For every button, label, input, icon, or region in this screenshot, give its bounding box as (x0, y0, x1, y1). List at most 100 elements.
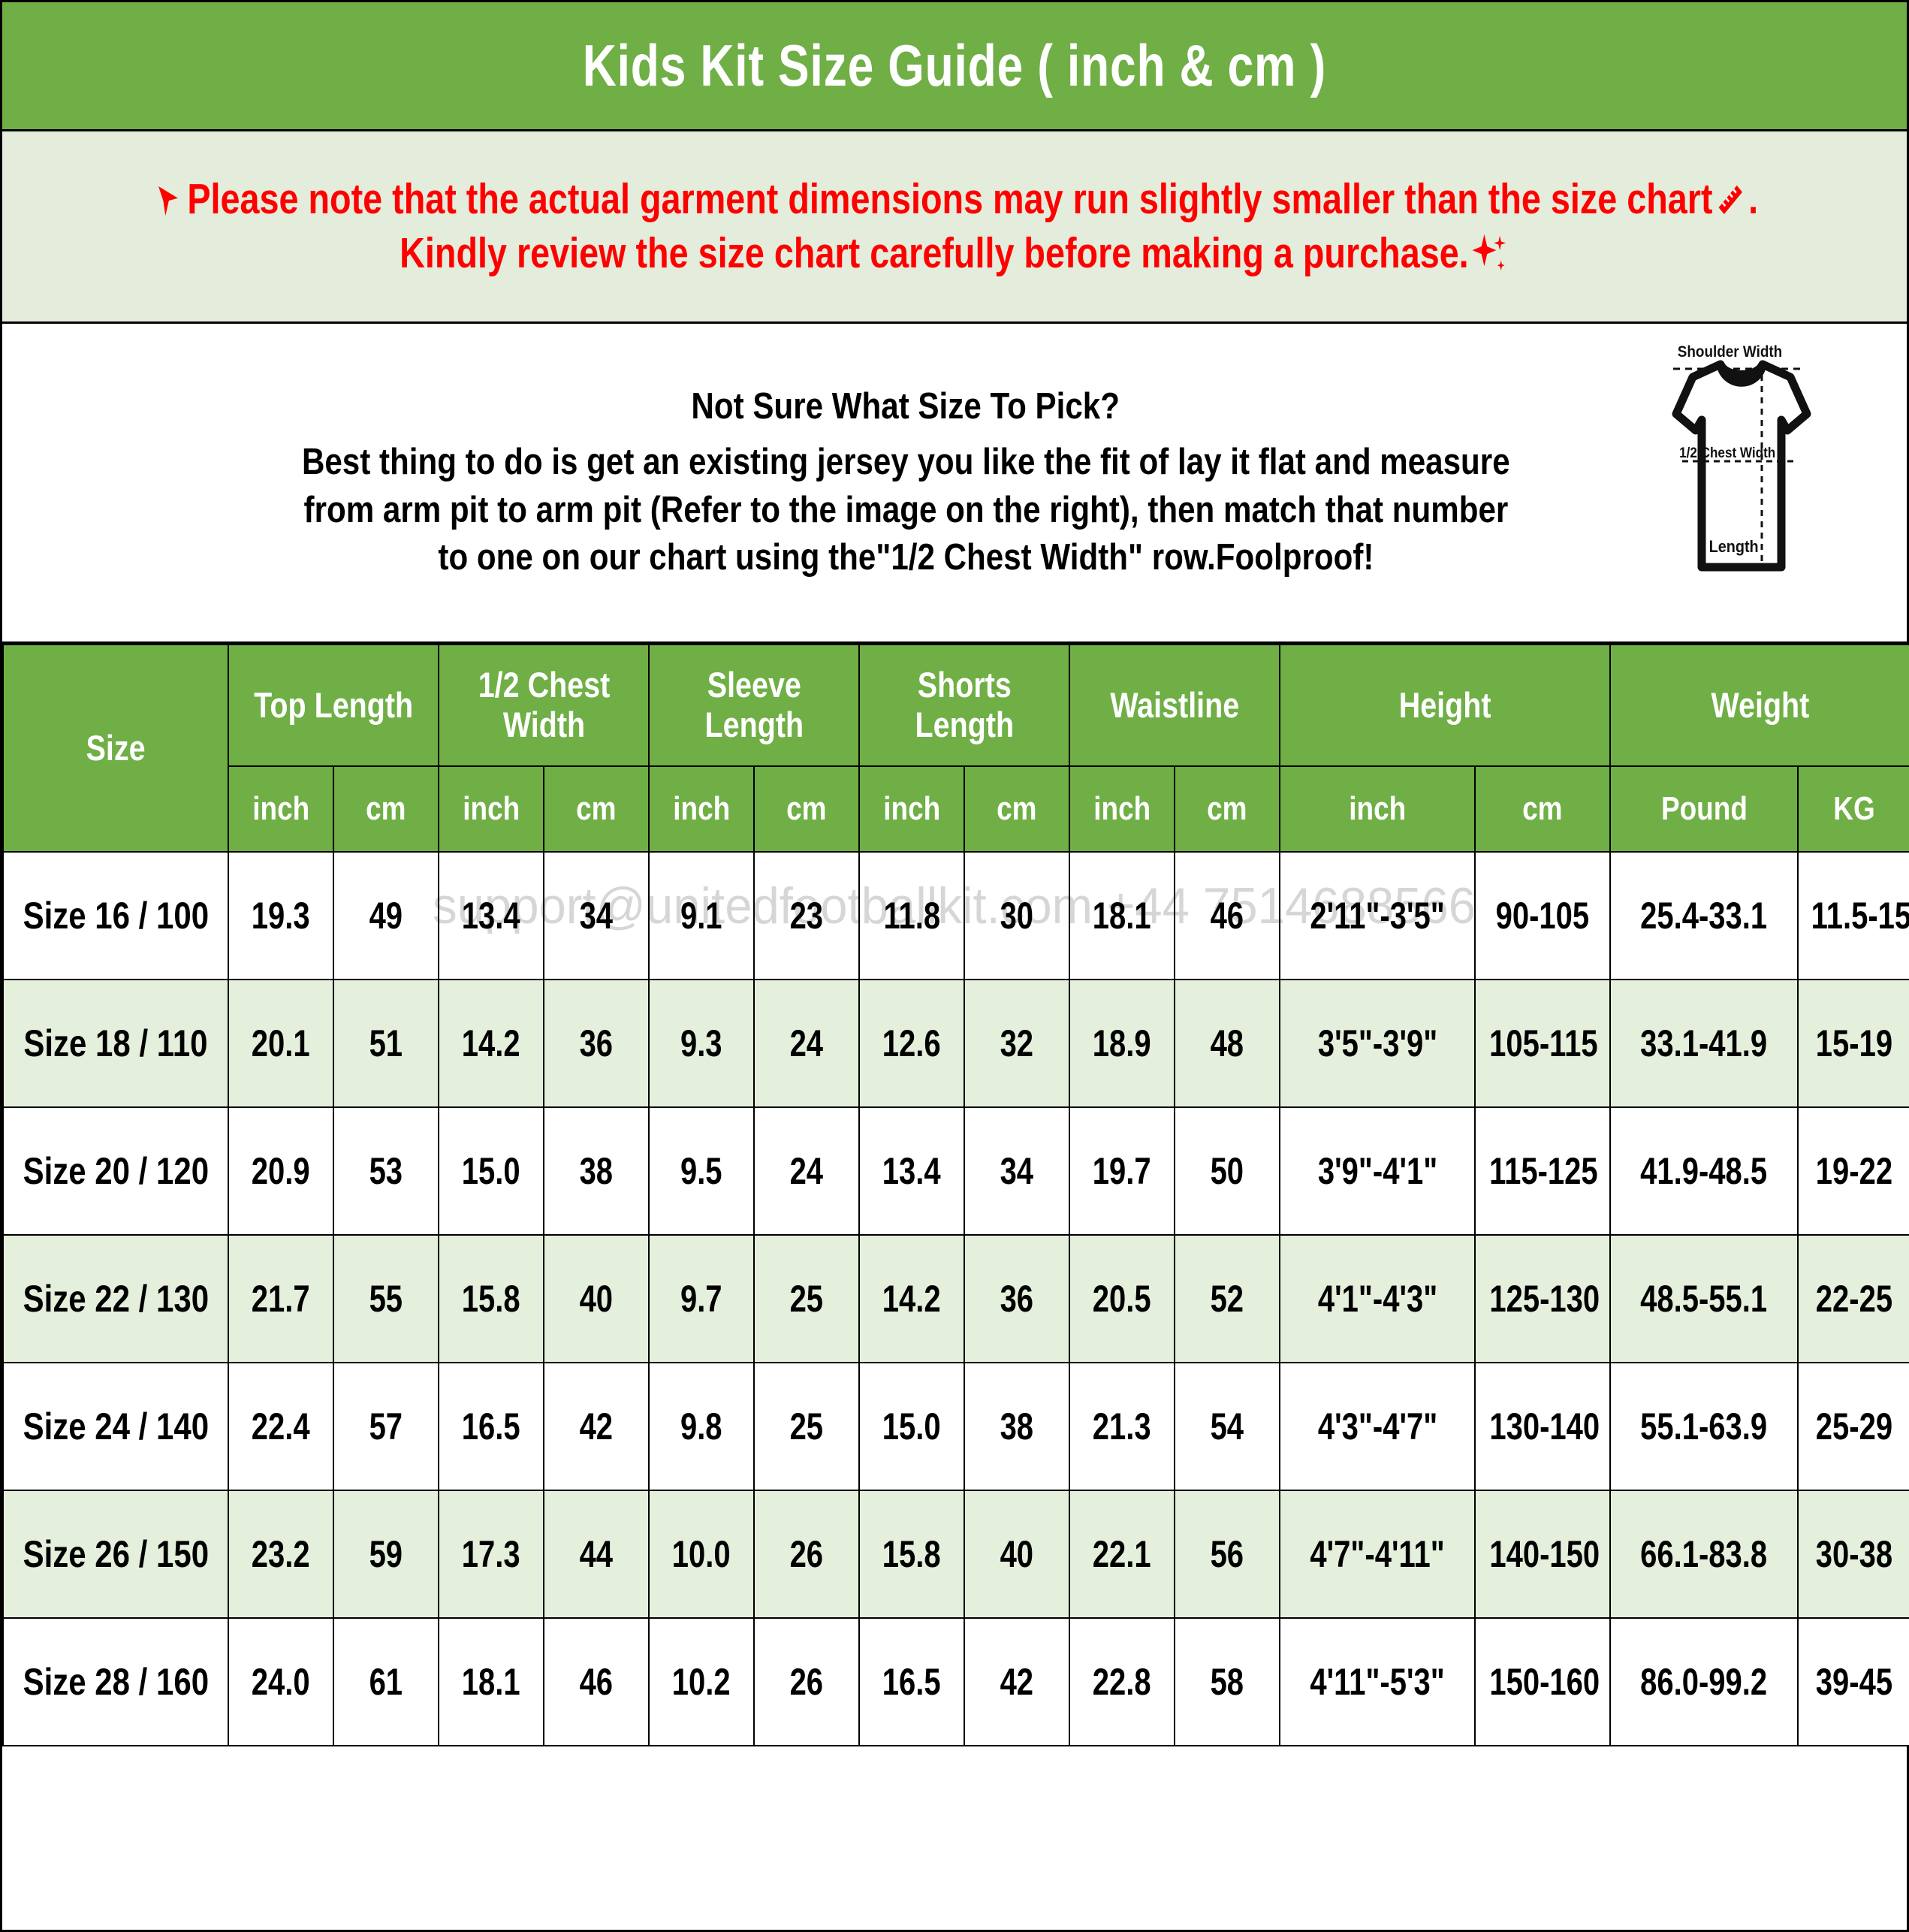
table-cell: 24 (753, 979, 861, 1108)
table-row: Size 18 / 110 20.1 51 14.2 36 9.3 24 12.… (2, 979, 1909, 1108)
table-cell: 50 (1174, 1106, 1281, 1236)
table-cell: 23 (753, 851, 861, 980)
table-cell: 4'3"-4'7" (1279, 1362, 1476, 1491)
table-cell: 18.1 (438, 1617, 545, 1746)
table-cell: 20.9 (228, 1106, 334, 1236)
cell-size: Size 18 / 110 (2, 979, 229, 1108)
table-cell: 66.1-83.8 (1609, 1490, 1799, 1619)
table-cell: 59 (332, 1490, 440, 1619)
table-cell: 41.9-48.5 (1609, 1106, 1799, 1236)
table-cell: 26 (753, 1617, 861, 1746)
notice-band: Please note that the actual garment dime… (2, 131, 1907, 324)
tshirt-measurement-diagram: Shoulder Width 1/2 Chest Width Length (1648, 342, 1835, 623)
table-body: Size 16 / 100 19.3 49 13.4 34 9.1 23 11.… (2, 851, 1909, 1746)
tshirt-icon (1672, 360, 1811, 572)
table-cell: 115-125 (1474, 1106, 1612, 1236)
table-cell: 19.7 (1069, 1106, 1176, 1236)
ruler-icon (1714, 181, 1745, 219)
help-band: Not Sure What Size To Pick? Best thing t… (2, 324, 1907, 644)
table-cell: 38 (543, 1106, 650, 1236)
table-cell: 36 (543, 979, 650, 1108)
table-cell: 15.8 (438, 1234, 545, 1363)
help-line-2: from arm pit to arm pit (Refer to the im… (303, 489, 1508, 530)
table-cell: 22.8 (1069, 1617, 1176, 1746)
header-top-length: Top Length (227, 644, 440, 767)
table-cell: 38 (964, 1362, 1071, 1491)
table-cell: 42 (543, 1362, 650, 1491)
table-cell: 105-115 (1474, 979, 1612, 1108)
table-cell: 22.4 (228, 1362, 334, 1491)
table-row: Size 20 / 120 20.9 53 15.0 38 9.5 24 13.… (2, 1106, 1909, 1236)
table-cell: 25-29 (1797, 1362, 1909, 1491)
cell-size: Size 20 / 120 (2, 1106, 229, 1236)
table-cell: 19-22 (1797, 1106, 1909, 1236)
table-cell: 42 (964, 1617, 1071, 1746)
table-cell: 16.5 (438, 1362, 545, 1491)
notice-text-1: Please note that the actual garment dime… (186, 175, 1713, 224)
page-title-bar: Kids Kit Size Guide ( inch & cm ) (2, 2, 1907, 131)
table-cell: 54 (1174, 1362, 1281, 1491)
table-cell: 48 (1174, 979, 1281, 1108)
unit-header-cell: cm (1174, 765, 1281, 853)
table-cell: 49 (332, 851, 440, 980)
table-head: Size Top Length 1/2 Chest Width Sleeve L… (2, 644, 1909, 853)
unit-header-cell: KG (1797, 765, 1909, 853)
notice-text-1-end: . (1748, 175, 1758, 224)
table-cell: 130-140 (1474, 1362, 1612, 1491)
notice-line-1: Please note that the actual garment dime… (151, 173, 1758, 226)
size-table-wrap: Size Top Length 1/2 Chest Width Sleeve L… (2, 644, 1909, 1746)
unit-header-cell: cm (753, 765, 861, 853)
sparkles-icon (1471, 230, 1509, 276)
cell-size: Size 28 / 160 (2, 1617, 229, 1746)
help-line-3: to one on our chart using the"1/2 Chest … (438, 537, 1374, 578)
table-cell: 24.0 (228, 1617, 334, 1746)
table-cell: 55 (332, 1234, 440, 1363)
table-cell: 10.2 (648, 1617, 755, 1746)
table-cell: 39-45 (1797, 1617, 1909, 1746)
table-cell: 13.4 (438, 851, 545, 980)
table-cell: 40 (543, 1234, 650, 1363)
unit-header-cell: inch (438, 765, 545, 853)
table-cell: 61 (332, 1617, 440, 1746)
table-cell: 18.1 (1069, 851, 1176, 980)
unit-header-cell: cm (1474, 765, 1612, 853)
help-text-column: Not Sure What Size To Pick? Best thing t… (2, 383, 1907, 582)
table-cell: 3'9"-4'1" (1279, 1106, 1476, 1236)
table-row: Size 22 / 130 21.7 55 15.8 40 9.7 25 14.… (2, 1234, 1909, 1363)
header-half-chest-width: 1/2 Chest Width (438, 644, 650, 767)
table-cell: 20.5 (1069, 1234, 1176, 1363)
table-cell: 9.3 (648, 979, 755, 1108)
table-cell: 25 (753, 1234, 861, 1363)
table-cell: 4'7"-4'11" (1279, 1490, 1476, 1619)
table-cell: 9.8 (648, 1362, 755, 1491)
table-cell: 86.0-99.2 (1609, 1617, 1799, 1746)
table-cell: 24 (753, 1106, 861, 1236)
length-label: Length (1708, 537, 1759, 556)
table-cell: 36 (964, 1234, 1071, 1363)
table-cell: 10.0 (648, 1490, 755, 1619)
table-cell: 14.2 (438, 979, 545, 1108)
table-cell: 44 (543, 1490, 650, 1619)
table-cell: 15-19 (1797, 979, 1909, 1108)
table-cell: 40 (964, 1490, 1071, 1619)
page-title: Kids Kit Size Guide ( inch & cm ) (582, 32, 1327, 98)
cell-size: Size 26 / 150 (2, 1490, 229, 1619)
header-size: Size (2, 644, 229, 853)
size-table: Size Top Length 1/2 Chest Width Sleeve L… (2, 644, 1909, 1746)
notice-line-2: Kindly review the size chart carefully b… (400, 227, 1509, 280)
table-cell: 22-25 (1797, 1234, 1909, 1363)
unit-header-cell: inch (228, 765, 334, 853)
table-cell: 17.3 (438, 1490, 545, 1619)
table-cell: 9.5 (648, 1106, 755, 1236)
group-header-row: Size Top Length 1/2 Chest Width Sleeve L… (2, 644, 1909, 853)
unit-header-row: inch cm inch cm inch cm inch cm inch cm … (3, 765, 1909, 853)
table-cell: 33.1-41.9 (1609, 979, 1799, 1108)
header-shorts-length: Shorts Length (858, 644, 1071, 767)
table-row: Size 28 / 160 24.0 61 18.1 46 10.2 26 16… (2, 1617, 1909, 1746)
table-cell: 11.8 (858, 851, 966, 980)
table-cell: 48.5-55.1 (1609, 1234, 1799, 1363)
table-cell: 18.9 (1069, 979, 1176, 1108)
table-cell: 9.7 (648, 1234, 755, 1363)
table-cell: 34 (964, 1106, 1071, 1236)
